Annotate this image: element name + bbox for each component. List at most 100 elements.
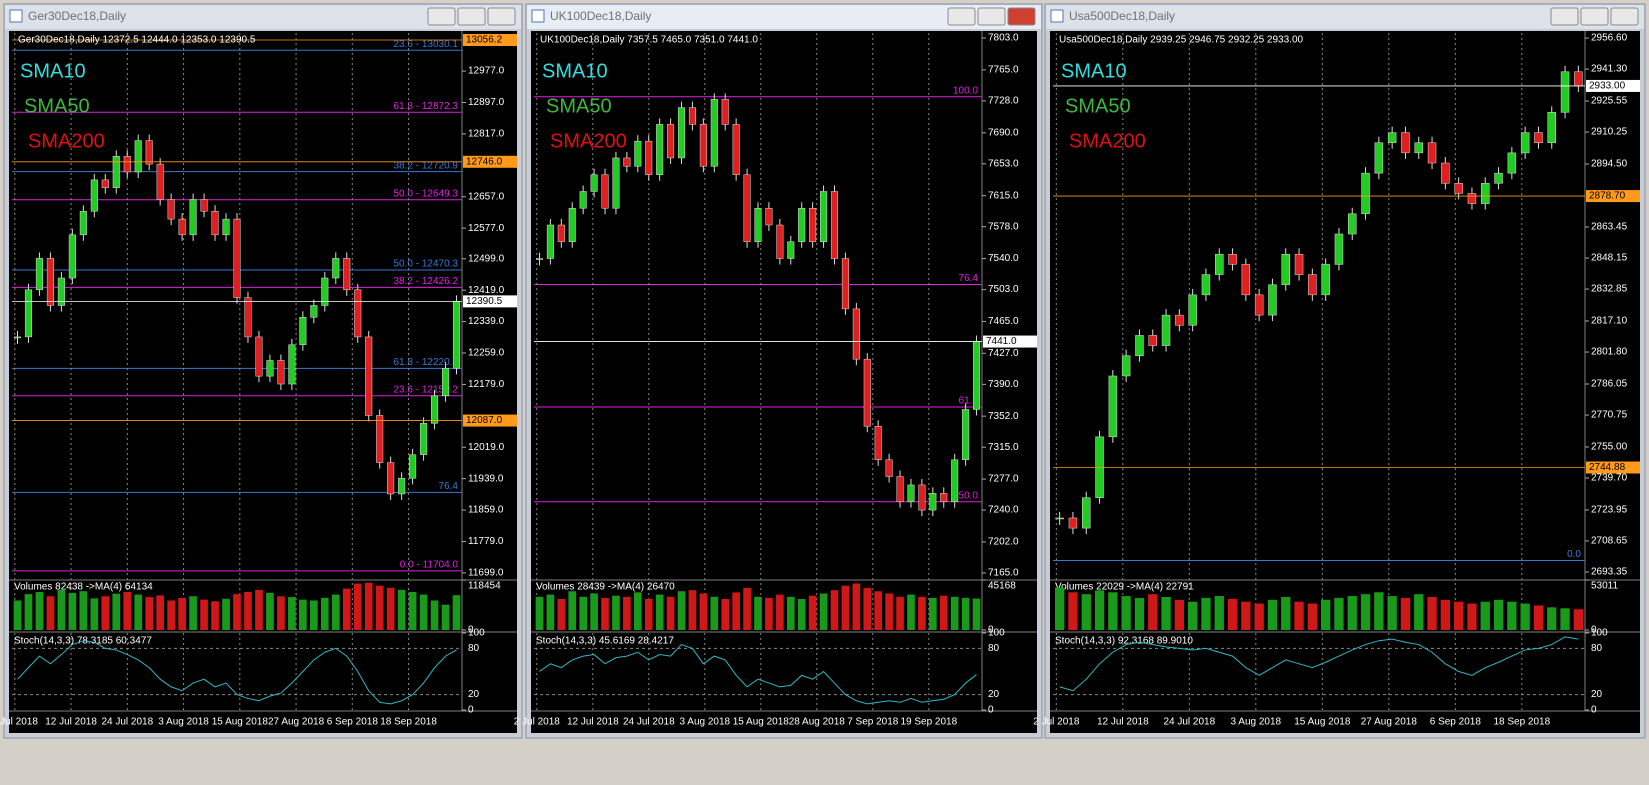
volume-bar bbox=[320, 597, 329, 630]
candle bbox=[1308, 274, 1317, 296]
y-tick-label: 7803.0 bbox=[988, 33, 1019, 44]
candle bbox=[1414, 142, 1423, 154]
volume-bar bbox=[178, 597, 186, 630]
volume-bar bbox=[386, 587, 395, 630]
volume-bar bbox=[1294, 601, 1304, 630]
volume-bar bbox=[939, 595, 948, 630]
volume-bar bbox=[46, 596, 55, 630]
maximize-button[interactable] bbox=[1580, 7, 1609, 26]
candle bbox=[222, 218, 230, 236]
candle bbox=[1574, 71, 1583, 87]
candle bbox=[951, 459, 959, 502]
volume-bar bbox=[1320, 599, 1331, 630]
maximize-button[interactable] bbox=[457, 7, 486, 26]
candle bbox=[623, 157, 631, 167]
candle bbox=[688, 107, 696, 125]
volume-bar bbox=[743, 587, 751, 630]
volume-bar bbox=[1493, 599, 1504, 630]
volume-tick-label: 0 bbox=[988, 625, 994, 636]
date-label: 28 Aug 2018 bbox=[789, 717, 846, 728]
volume-bar bbox=[907, 594, 915, 630]
volume-bar bbox=[1360, 594, 1371, 630]
stoch-tick-label: 0 bbox=[468, 705, 474, 716]
volume-bar bbox=[1480, 601, 1490, 630]
date-label: 2 Jul 2018 bbox=[514, 717, 561, 728]
fib-label: 38.2 - 12720.9 bbox=[394, 160, 459, 171]
minimize-button[interactable] bbox=[427, 7, 456, 26]
candle bbox=[962, 409, 970, 461]
y-tick-label: 12977.0 bbox=[468, 66, 505, 77]
date-label: 3 Aug 2018 bbox=[679, 717, 730, 728]
close-button[interactable] bbox=[487, 7, 516, 26]
candle bbox=[288, 344, 296, 385]
volume-bar bbox=[1507, 601, 1517, 630]
candle bbox=[211, 211, 219, 236]
minimize-button[interactable] bbox=[1550, 7, 1579, 26]
candle bbox=[1348, 213, 1357, 235]
volume-bar bbox=[123, 592, 132, 630]
candle bbox=[101, 179, 109, 188]
volume-bar bbox=[590, 593, 598, 630]
window-icon bbox=[531, 9, 545, 23]
y-tick-label: 7765.0 bbox=[988, 65, 1019, 76]
volume-bar bbox=[633, 592, 642, 630]
candle bbox=[167, 199, 175, 220]
volume-bar bbox=[776, 594, 784, 630]
volume-bar bbox=[929, 597, 937, 630]
candle bbox=[244, 297, 252, 338]
fib-label: 23.6 - 13030.1 bbox=[394, 39, 459, 50]
candle bbox=[145, 140, 153, 165]
price-box bbox=[983, 335, 1037, 348]
candle bbox=[1467, 193, 1477, 204]
y-tick-label: 2708.65 bbox=[1591, 536, 1628, 547]
legend-entry: SMA10 bbox=[542, 60, 608, 82]
volume-bar bbox=[419, 594, 428, 630]
date-label: 2 Jul 2018 bbox=[0, 717, 38, 728]
stoch-tick-label: 80 bbox=[988, 643, 1000, 654]
candle bbox=[46, 258, 54, 306]
y-tick-label: 11859.0 bbox=[468, 505, 504, 516]
candle bbox=[1228, 254, 1237, 265]
minimize-button[interactable] bbox=[947, 7, 976, 26]
close-button[interactable] bbox=[1007, 7, 1036, 26]
candle bbox=[178, 218, 186, 236]
volume-bar bbox=[1108, 592, 1118, 630]
y-tick-label: 2894.50 bbox=[1591, 159, 1628, 170]
close-button[interactable] bbox=[1610, 7, 1639, 26]
y-tick-label: 2832.85 bbox=[1591, 284, 1628, 295]
candle bbox=[656, 124, 664, 175]
candle bbox=[973, 341, 981, 410]
y-tick-label: 7352.0 bbox=[988, 411, 1019, 422]
candle bbox=[1427, 142, 1437, 164]
candle bbox=[765, 207, 773, 226]
candle bbox=[1188, 294, 1197, 326]
fib-label: 23.6 - 12150.2 bbox=[394, 384, 459, 395]
fib-label: 61.8 - 12872.3 bbox=[394, 101, 459, 112]
candle bbox=[1494, 172, 1503, 184]
date-label: 3 Aug 2018 bbox=[158, 717, 209, 728]
maximize-button[interactable] bbox=[977, 7, 1006, 26]
candle bbox=[1108, 375, 1118, 438]
volume-bar bbox=[1241, 601, 1251, 630]
y-tick-label: 12419.0 bbox=[468, 285, 505, 296]
candle bbox=[535, 258, 543, 260]
y-tick-label: 11699.0 bbox=[468, 568, 504, 579]
candle bbox=[820, 191, 828, 243]
volume-bar bbox=[1440, 599, 1451, 630]
chart-window: Ger30Dec18,Daily 12977.0 12897.0 12817.0 126… bbox=[0, 3, 523, 739]
chart-header: Ger30Dec18,Daily 12372.5 12444.0 12353.0… bbox=[18, 35, 256, 46]
y-tick-label: 7427.0 bbox=[988, 348, 1019, 359]
y-tick-label: 7578.0 bbox=[988, 221, 1019, 232]
candle bbox=[321, 277, 329, 306]
legend-entry: SMA200 bbox=[1069, 130, 1146, 152]
volume-bar bbox=[1267, 599, 1278, 630]
volume-bar bbox=[830, 590, 839, 630]
fib-label: 38.2 - 12426.2 bbox=[394, 276, 459, 287]
date-label: 19 Sep 2018 bbox=[900, 717, 957, 728]
volume-tick-label: 118454 bbox=[468, 581, 501, 592]
volume-bar bbox=[430, 600, 439, 630]
legend-entry: SMA10 bbox=[1061, 60, 1127, 82]
y-tick-label: 2863.45 bbox=[1591, 222, 1628, 233]
fib-label: 100.0 bbox=[953, 85, 978, 96]
y-tick-label: 7202.0 bbox=[988, 537, 1019, 548]
